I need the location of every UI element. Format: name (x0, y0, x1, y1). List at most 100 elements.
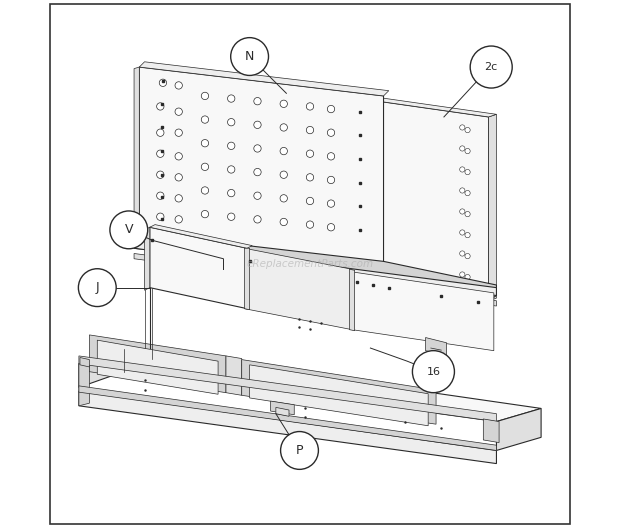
Circle shape (228, 142, 235, 149)
Circle shape (280, 147, 288, 155)
Circle shape (459, 209, 465, 214)
Circle shape (228, 166, 235, 173)
Polygon shape (79, 348, 123, 388)
Circle shape (306, 150, 314, 157)
Polygon shape (342, 96, 489, 301)
Polygon shape (425, 337, 446, 356)
Circle shape (175, 153, 182, 160)
Polygon shape (150, 227, 247, 309)
Circle shape (465, 148, 470, 154)
Circle shape (157, 192, 164, 200)
Circle shape (280, 171, 288, 178)
Circle shape (254, 121, 261, 128)
Circle shape (175, 195, 182, 202)
Polygon shape (144, 227, 150, 290)
Circle shape (254, 215, 261, 223)
Circle shape (254, 145, 261, 152)
Text: V: V (125, 223, 133, 237)
Text: N: N (245, 50, 254, 63)
Text: J: J (95, 281, 99, 294)
Circle shape (202, 187, 209, 194)
Circle shape (78, 269, 116, 307)
Circle shape (175, 215, 182, 223)
Circle shape (327, 129, 335, 136)
Circle shape (306, 174, 314, 181)
Circle shape (465, 212, 470, 216)
Polygon shape (79, 391, 497, 464)
Circle shape (459, 188, 465, 193)
Circle shape (327, 153, 335, 160)
Circle shape (157, 213, 164, 220)
Polygon shape (89, 335, 226, 393)
Polygon shape (140, 67, 384, 275)
Circle shape (327, 223, 335, 231)
Text: 2c: 2c (485, 62, 498, 72)
Circle shape (465, 275, 470, 280)
Circle shape (157, 129, 164, 136)
Circle shape (110, 211, 148, 249)
Polygon shape (226, 356, 242, 395)
Circle shape (306, 221, 314, 228)
Circle shape (280, 218, 288, 225)
Circle shape (281, 431, 319, 469)
Polygon shape (242, 360, 436, 424)
Polygon shape (140, 62, 389, 96)
Circle shape (228, 95, 235, 102)
Circle shape (280, 124, 288, 131)
Circle shape (228, 213, 235, 220)
Circle shape (157, 103, 164, 110)
Polygon shape (276, 408, 289, 416)
Circle shape (459, 167, 465, 172)
Polygon shape (134, 67, 140, 248)
Polygon shape (342, 93, 497, 117)
Circle shape (231, 37, 268, 76)
Circle shape (254, 98, 261, 105)
Circle shape (327, 106, 335, 113)
Circle shape (175, 129, 182, 136)
Text: eReplacementParts.com: eReplacementParts.com (246, 259, 374, 269)
Polygon shape (244, 248, 352, 329)
Circle shape (175, 108, 182, 115)
Polygon shape (250, 365, 428, 426)
Polygon shape (244, 248, 250, 310)
Circle shape (327, 200, 335, 208)
Polygon shape (352, 272, 494, 351)
Polygon shape (97, 340, 218, 394)
Circle shape (470, 46, 512, 88)
Polygon shape (79, 348, 541, 421)
Polygon shape (497, 409, 541, 450)
Circle shape (459, 146, 465, 151)
Polygon shape (150, 224, 252, 248)
Text: 16: 16 (427, 366, 440, 376)
Circle shape (459, 125, 465, 130)
Polygon shape (79, 356, 497, 421)
Polygon shape (134, 253, 497, 306)
Circle shape (228, 190, 235, 197)
Polygon shape (270, 401, 294, 414)
Circle shape (159, 79, 167, 87)
Polygon shape (134, 240, 497, 296)
Circle shape (280, 100, 288, 108)
Polygon shape (489, 114, 497, 301)
Polygon shape (134, 232, 497, 301)
Circle shape (465, 127, 470, 133)
Polygon shape (80, 357, 89, 367)
Circle shape (465, 191, 470, 196)
Circle shape (459, 272, 465, 277)
Circle shape (202, 211, 209, 218)
Circle shape (306, 103, 314, 110)
Circle shape (157, 171, 164, 178)
Circle shape (175, 174, 182, 181)
Circle shape (306, 197, 314, 205)
Circle shape (412, 351, 454, 393)
Circle shape (254, 168, 261, 176)
Circle shape (175, 82, 182, 89)
Circle shape (459, 230, 465, 235)
Polygon shape (484, 419, 499, 442)
Circle shape (280, 195, 288, 202)
Circle shape (202, 92, 209, 100)
Circle shape (202, 116, 209, 123)
Circle shape (202, 139, 209, 147)
Circle shape (254, 192, 261, 200)
Circle shape (157, 150, 164, 157)
